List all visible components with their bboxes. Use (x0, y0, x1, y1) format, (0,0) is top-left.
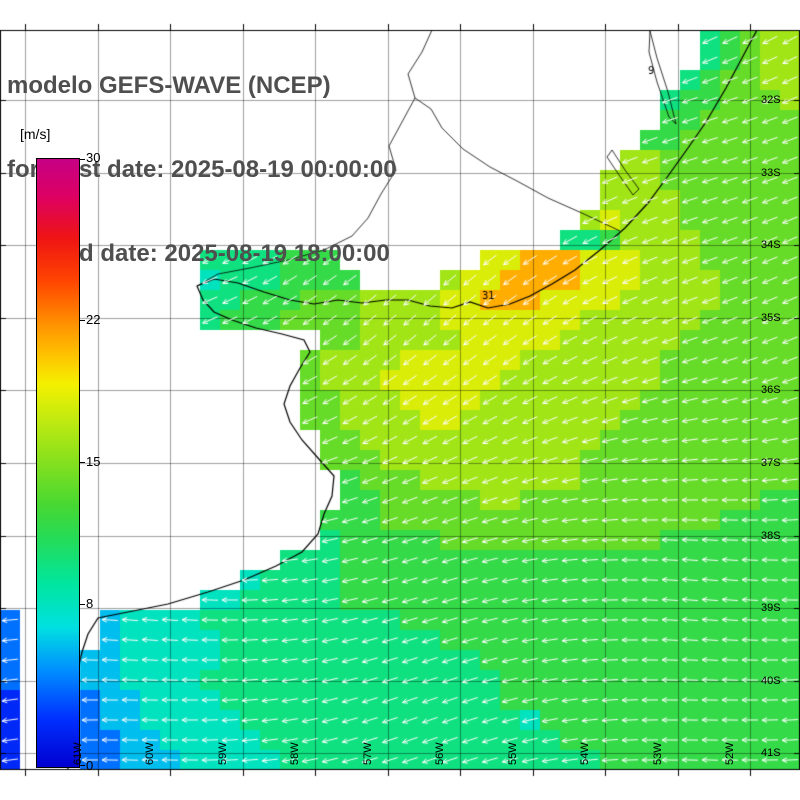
colorbar (36, 158, 80, 768)
valid-date-label: valid date: 2025-08-19 18:00:00 (39, 240, 390, 267)
colorbar-unit-label: [m/s] (20, 126, 51, 142)
model-title: modelo GEFS-WAVE (NCEP) (7, 72, 331, 99)
